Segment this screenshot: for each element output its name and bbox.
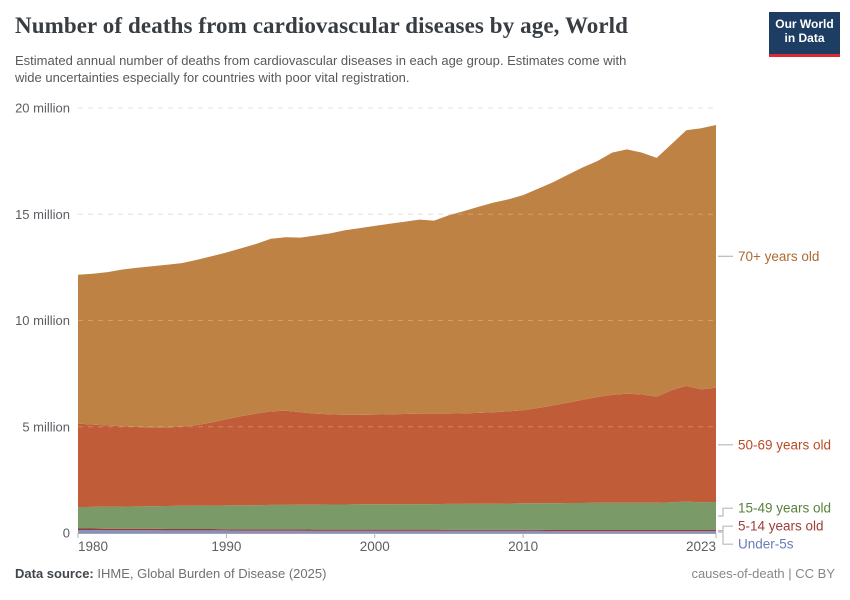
page-title: Number of deaths from cardiovascular dis… [15,13,629,38]
legend-connector-5-14-years-old [718,525,733,532]
data-source: Data source: IHME, Global Burden of Dise… [15,566,326,581]
x-tick-label-1980: 1980 [78,539,108,554]
subtitle-line-1: Estimated annual number of deaths from c… [15,53,627,68]
owid-logo[interactable]: Our World in Data [769,12,840,57]
area-5-14-years-old[interactable] [78,528,716,532]
legend-label-5-14-years-old[interactable]: 5-14 years old [738,519,824,534]
legend-connector-15-49-years-old [718,507,733,517]
y-tick-label-20: 20 million [15,101,70,116]
y-tick-label-5: 5 million [22,419,70,434]
legend-label-50-69-years-old[interactable]: 50-69 years old [738,437,831,452]
data-source-label: Data source: [15,566,94,581]
area-70-years-old[interactable] [78,125,716,428]
area-under-5s[interactable] [78,530,716,533]
legend-label-under-5s[interactable]: Under-5s [738,537,794,552]
chart-canvas: 0 5 million 10 million 15 million 20 million… [15,101,831,555]
area-50-69-years-old[interactable] [78,385,716,508]
x-tick-label-2023: 2023 [686,539,716,554]
y-tick-label-10: 10 million [15,313,70,328]
logo-line-1: Our World [775,17,834,31]
data-source-value: IHME, Global Burden of Disease (2025) [93,566,327,581]
chart-subtitle: Estimated annual number of deaths from c… [15,52,745,86]
logo-line-2: in Data [784,31,825,45]
chart-area: 0 5 million 10 million 15 million 20 million… [0,95,850,565]
x-tick-label-2000: 2000 [360,539,390,554]
y-tick-label-15: 15 million [15,207,70,222]
area-15-49-years-old[interactable] [78,501,716,530]
legend-label-15-49-years-old[interactable]: 15-49 years old [738,501,831,516]
x-tick-label-2010: 2010 [508,539,538,554]
y-tick-label-0: 0 [63,526,70,541]
legend-label-70-years-old[interactable]: 70+ years old [738,249,819,264]
subtitle-line-2: wide uncertainties especially for countr… [15,70,410,85]
legend-connector-under-5s [718,531,733,545]
x-tick-label-1990: 1990 [211,539,241,554]
license-note: causes-of-death | CC BY [691,566,835,581]
